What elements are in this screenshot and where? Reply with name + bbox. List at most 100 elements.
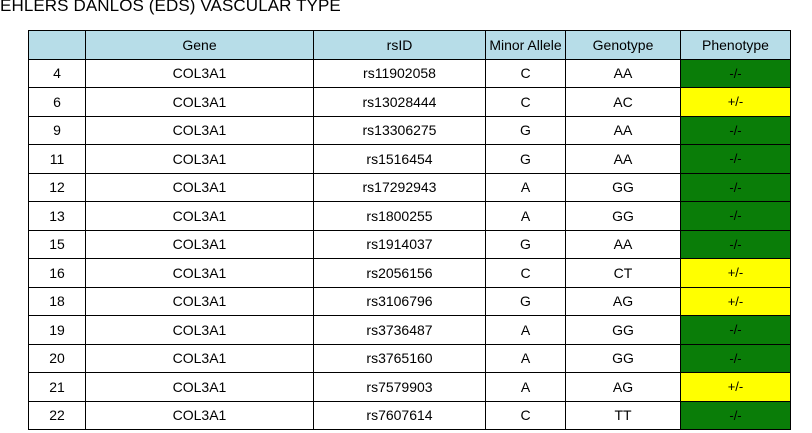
cell-gene: COL3A1 [85,144,314,174]
cell-rsid: rs7607614 [313,400,486,430]
table-row: 6 COL3A1 rs13028444 C AC +/- [28,87,791,117]
cell-minor-allele: A [485,372,566,402]
cell-row-number: 15 [28,229,86,259]
cell-minor-allele: C [485,258,566,288]
cell-row-number: 22 [28,400,86,430]
cell-phenotype: +/- [680,258,791,288]
cell-gene: COL3A1 [85,58,314,88]
cell-minor-allele: A [485,172,566,202]
cell-minor-allele: A [485,201,566,231]
cell-phenotype: -/- [680,58,791,88]
cell-gene: COL3A1 [85,87,314,117]
header-genotype: Genotype [565,30,681,60]
cell-row-number: 9 [28,115,86,145]
table-row: 13 COL3A1 rs1800255 A GG -/- [28,201,791,231]
cell-minor-allele: G [485,229,566,259]
cell-genotype: AA [565,229,681,259]
cell-genotype: CT [565,258,681,288]
header-phenotype: Phenotype [680,30,791,60]
table-row: 15 COL3A1 rs1914037 G AA -/- [28,229,791,259]
cell-row-number: 16 [28,258,86,288]
cell-row-number: 4 [28,58,86,88]
cell-phenotype: -/- [680,172,791,202]
cell-phenotype: -/- [680,115,791,145]
cell-genotype: GG [565,201,681,231]
cell-gene: COL3A1 [85,400,314,430]
table-row: 4 COL3A1 rs11902058 C AA -/- [28,58,791,88]
cell-gene: COL3A1 [85,286,314,316]
cell-phenotype: +/- [680,286,791,316]
table-row: 16 COL3A1 rs2056156 C CT +/- [28,258,791,288]
cell-row-number: 20 [28,343,86,373]
table-body: 4 COL3A1 rs11902058 C AA -/- 6 COL3A1 rs13028444… [28,58,791,430]
cell-minor-allele: G [485,286,566,316]
cell-genotype: TT [565,400,681,430]
cell-rsid: rs7579903 [313,372,486,402]
cell-row-number: 12 [28,172,86,202]
table-row: 12 COL3A1 rs17292943 A GG -/- [28,172,791,202]
cell-row-number: 6 [28,87,86,117]
cell-genotype: GG [565,172,681,202]
cell-phenotype: -/- [680,400,791,430]
table-row: 18 COL3A1 rs3106796 G AG +/- [28,286,791,316]
cell-gene: COL3A1 [85,229,314,259]
cell-rsid: rs1516454 [313,144,486,174]
cell-phenotype: -/- [680,144,791,174]
snp-table: Gene rsID Minor Allele Genotype Phenotyp… [28,30,791,430]
header-minor-allele: Minor Allele [485,30,566,60]
header-gene: Gene [85,30,314,60]
table-header-row: Gene rsID Minor Allele Genotype Phenotyp… [28,30,791,60]
cell-rsid: rs2056156 [313,258,486,288]
cell-genotype: AA [565,144,681,174]
cell-genotype: AC [565,87,681,117]
cell-genotype: GG [565,315,681,345]
cell-minor-allele: A [485,315,566,345]
cell-rsid: rs17292943 [313,172,486,202]
cell-rsid: rs1914037 [313,229,486,259]
table-row: 11 COL3A1 rs1516454 G AA -/- [28,144,791,174]
cell-gene: COL3A1 [85,315,314,345]
cell-gene: COL3A1 [85,372,314,402]
cell-genotype: GG [565,343,681,373]
table-row: 22 COL3A1 rs7607614 C TT -/- [28,400,791,430]
cell-phenotype: +/- [680,87,791,117]
cell-rsid: rs3106796 [313,286,486,316]
cell-phenotype: -/- [680,343,791,373]
cell-phenotype: -/- [680,315,791,345]
cell-gene: COL3A1 [85,172,314,202]
cell-genotype: AG [565,372,681,402]
cell-rsid: rs13028444 [313,87,486,117]
table-row: 9 COL3A1 rs13306275 G AA -/- [28,115,791,145]
table-row: 20 COL3A1 rs3765160 A GG -/- [28,343,791,373]
table-row: 19 COL3A1 rs3736487 A GG -/- [28,315,791,345]
cell-gene: COL3A1 [85,258,314,288]
cell-gene: COL3A1 [85,115,314,145]
cell-minor-allele: G [485,115,566,145]
cell-row-number: 19 [28,315,86,345]
cell-gene: COL3A1 [85,201,314,231]
cell-genotype: AA [565,58,681,88]
cell-minor-allele: C [485,400,566,430]
cell-minor-allele: C [485,87,566,117]
cell-gene: COL3A1 [85,343,314,373]
cell-minor-allele: G [485,144,566,174]
header-rsid: rsID [313,30,486,60]
cell-genotype: AG [565,286,681,316]
cell-row-number: 21 [28,372,86,402]
cell-rsid: rs3765160 [313,343,486,373]
cell-rsid: rs1800255 [313,201,486,231]
table-row: 21 COL3A1 rs7579903 A AG +/- [28,372,791,402]
cell-minor-allele: A [485,343,566,373]
cell-minor-allele: C [485,58,566,88]
cell-phenotype: -/- [680,201,791,231]
cell-rsid: rs11902058 [313,58,486,88]
cell-genotype: AA [565,115,681,145]
cell-row-number: 13 [28,201,86,231]
cell-rsid: rs3736487 [313,315,486,345]
cell-row-number: 11 [28,144,86,174]
cell-rsid: rs13306275 [313,115,486,145]
cell-row-number: 18 [28,286,86,316]
cell-phenotype: -/- [680,229,791,259]
cell-phenotype: +/- [680,372,791,402]
page-title: EHLERS DANLOS (EDS) VASCULAR TYPE [0,0,341,15]
